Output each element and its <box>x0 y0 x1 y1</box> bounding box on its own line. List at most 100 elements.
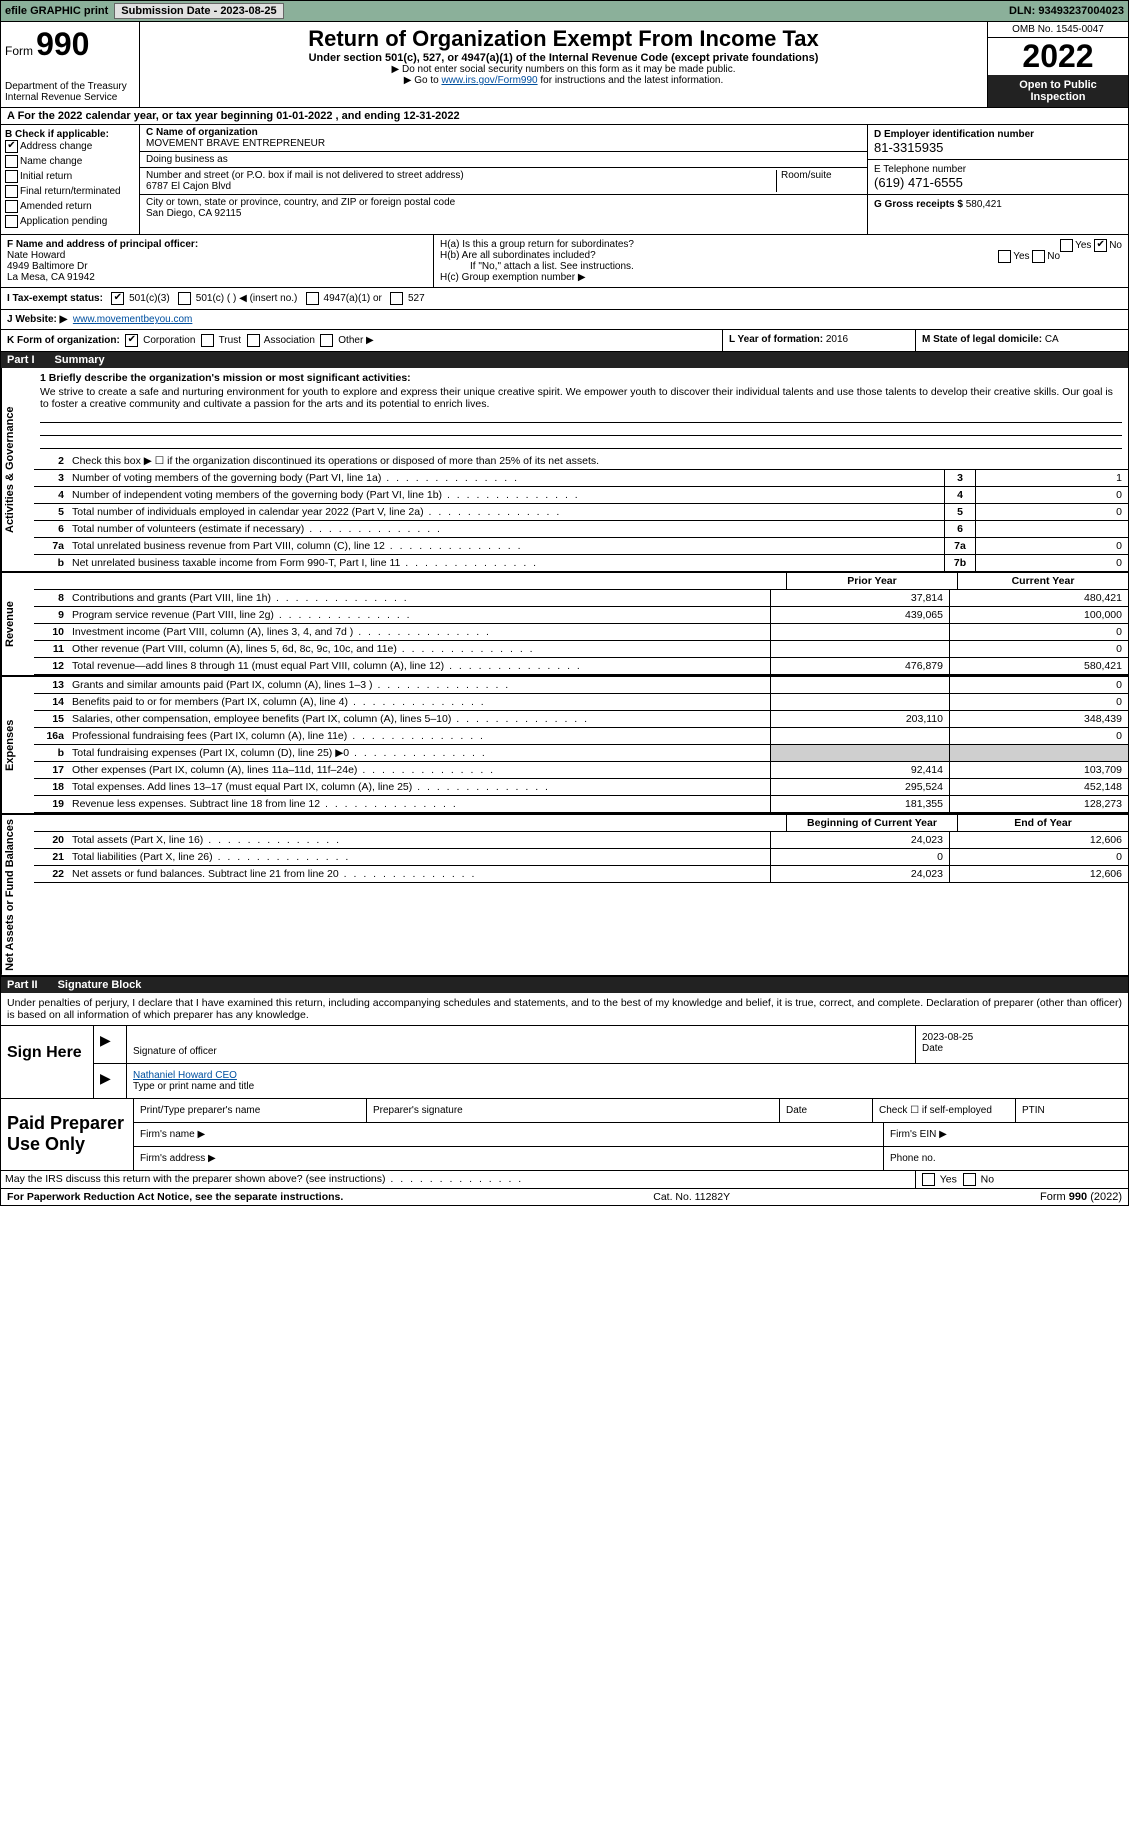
arrow-icon: ▶ <box>100 1032 111 1048</box>
table-row: 16aProfessional fundraising fees (Part I… <box>34 728 1128 745</box>
firm-phone-label: Phone no. <box>884 1147 1128 1170</box>
table-row: 22Net assets or fund balances. Subtract … <box>34 866 1128 883</box>
part1-header: Part I Summary <box>1 352 1128 368</box>
table-row: bTotal fundraising expenses (Part IX, co… <box>34 745 1128 762</box>
form-title: Return of Organization Exempt From Incom… <box>144 26 983 52</box>
prep-name-label: Print/Type preparer's name <box>134 1099 367 1122</box>
l5-val: 0 <box>975 504 1128 520</box>
chk-name-change[interactable]: Name change <box>5 155 135 168</box>
row-a-tax-year: A For the 2022 calendar year, or tax yea… <box>1 108 1128 125</box>
netassets-section: Net Assets or Fund Balances Beginning of… <box>1 815 1128 977</box>
sig-date: 2023-08-25 <box>922 1032 1122 1043</box>
form-number: 990 <box>36 26 89 62</box>
footer-right: Form 990 (2022) <box>1040 1191 1122 1203</box>
side-net: Net Assets or Fund Balances <box>1 815 34 975</box>
sig-officer-label: Signature of officer <box>133 1046 909 1057</box>
gross-label: G Gross receipts $ <box>874 199 963 210</box>
city-label: City or town, state or province, country… <box>146 197 861 208</box>
submission-date-button[interactable]: Submission Date - 2023-08-25 <box>114 3 283 19</box>
chk-application-pending[interactable]: Application pending <box>5 215 135 228</box>
part2-header: Part II Signature Block <box>1 977 1128 993</box>
form-body: Form 990 Department of the Treasury Inte… <box>0 22 1129 1206</box>
form-note2: ▶ Go to www.irs.gov/Form990 for instruct… <box>144 75 983 86</box>
form-word: Form <box>5 44 33 58</box>
prep-date-label: Date <box>780 1099 873 1122</box>
city-value: San Diego, CA 92115 <box>146 208 861 219</box>
room-suite-label: Room/suite <box>776 170 861 192</box>
part2-title: Signature Block <box>58 979 142 991</box>
dba-label: Doing business as <box>146 154 861 165</box>
sig-date-label: Date <box>922 1043 1122 1054</box>
open-inspection: Open to Public Inspection <box>988 75 1128 107</box>
sign-area: Sign Here ▶ Signature of officer 2023-08… <box>1 1026 1128 1099</box>
part2-num: Part II <box>7 979 38 991</box>
box-c: C Name of organization MOVEMENT BRAVE EN… <box>140 125 868 234</box>
box-b-title: B Check if applicable: <box>5 129 135 140</box>
chk-amended-return[interactable]: Amended return <box>5 200 135 213</box>
table-row: 15Salaries, other compensation, employee… <box>34 711 1128 728</box>
officer-name: Nate Howard <box>7 250 427 261</box>
mission-lead: 1 Briefly describe the organization's mi… <box>40 372 1122 384</box>
preparer-title: Paid Preparer Use Only <box>1 1099 134 1170</box>
footer-left: For Paperwork Reduction Act Notice, see … <box>7 1191 343 1203</box>
form-subtitle: Under section 501(c), 527, or 4947(a)(1)… <box>144 52 983 64</box>
l7b-val: 0 <box>975 555 1128 571</box>
l4-val: 0 <box>975 487 1128 503</box>
header-right: OMB No. 1545-0047 2022 Open to Public In… <box>987 22 1128 107</box>
footer-mid: Cat. No. 11282Y <box>653 1191 730 1203</box>
efile-top-bar: efile GRAPHIC print Submission Date - 20… <box>0 0 1129 22</box>
arrow-icon: ▶ <box>100 1070 111 1086</box>
irs-link[interactable]: www.irs.gov/Form990 <box>441 75 537 86</box>
side-exp: Expenses <box>1 677 34 813</box>
org-name-label: C Name of organization <box>146 127 861 138</box>
sig-intro: Under penalties of perjury, I declare th… <box>1 993 1128 1026</box>
ein-label: D Employer identification number <box>874 129 1122 140</box>
table-row: 8Contributions and grants (Part VIII, li… <box>34 590 1128 607</box>
street-label: Number and street (or P.O. box if mail i… <box>146 170 776 181</box>
website-link[interactable]: www.movementbeyou.com <box>73 314 193 325</box>
rev-head: Prior Year Current Year <box>34 573 1128 590</box>
hb-row: H(b) Are all subordinates included? Yes … <box>440 250 1122 261</box>
box-b: B Check if applicable: Address change Na… <box>1 125 140 234</box>
row-j-website: J Website: ▶ www.movementbeyou.com <box>1 310 1128 330</box>
chk-address-change[interactable]: Address change <box>5 140 135 153</box>
phone-label: E Telephone number <box>874 164 1122 175</box>
table-row: 20Total assets (Part X, line 16)24,02312… <box>34 832 1128 849</box>
firm-name-label: Firm's name ▶ <box>134 1123 884 1146</box>
ha-row: H(a) Is this a group return for subordin… <box>440 239 1122 250</box>
table-row: 11Other revenue (Part VIII, column (A), … <box>34 641 1128 658</box>
chk-initial-return[interactable]: Initial return <box>5 170 135 183</box>
table-row: 18Total expenses. Add lines 13–17 (must … <box>34 779 1128 796</box>
dept-label: Department of the Treasury Internal Reve… <box>5 81 135 103</box>
table-row: 14Benefits paid to or for members (Part … <box>34 694 1128 711</box>
footer: For Paperwork Reduction Act Notice, see … <box>1 1189 1128 1205</box>
phone-value: (619) 471-6555 <box>874 175 1122 190</box>
table-row: 13Grants and similar amounts paid (Part … <box>34 677 1128 694</box>
revenue-section: Revenue Prior Year Current Year 8Contrib… <box>1 573 1128 677</box>
table-row: 19Revenue less expenses. Subtract line 1… <box>34 796 1128 813</box>
expenses-section: Expenses 13Grants and similar amounts pa… <box>1 677 1128 815</box>
l3-val: 1 <box>975 470 1128 486</box>
table-row: 17Other expenses (Part IX, column (A), l… <box>34 762 1128 779</box>
l7a-val: 0 <box>975 538 1128 554</box>
section-bcd: B Check if applicable: Address change Na… <box>1 125 1128 235</box>
omb-label: OMB No. 1545-0047 <box>988 22 1128 38</box>
gross-value: 580,421 <box>966 199 1002 210</box>
governance-section: Activities & Governance 1 Briefly descri… <box>1 368 1128 573</box>
l6-val <box>975 521 1128 537</box>
table-row: 21Total liabilities (Part X, line 26)00 <box>34 849 1128 866</box>
part1-title: Summary <box>55 354 105 366</box>
officer-name-link[interactable]: Nathaniel Howard CEO <box>133 1070 237 1081</box>
form-note1: ▶ Do not enter social security numbers o… <box>144 64 983 75</box>
row-i-tax-status: I Tax-exempt status: 501(c)(3) 501(c) ( … <box>1 288 1128 310</box>
prep-sig-label: Preparer's signature <box>367 1099 780 1122</box>
prep-ptin: PTIN <box>1016 1099 1128 1122</box>
firm-ein-label: Firm's EIN ▶ <box>884 1123 1128 1146</box>
table-row: 10Investment income (Part VIII, column (… <box>34 624 1128 641</box>
section-fh: F Name and address of principal officer:… <box>1 235 1128 288</box>
chk-final-return[interactable]: Final return/terminated <box>5 185 135 198</box>
box-d: D Employer identification number 81-3315… <box>868 125 1128 234</box>
form-header: Form 990 Department of the Treasury Inte… <box>1 22 1128 108</box>
mission-text: We strive to create a safe and nurturing… <box>40 386 1122 410</box>
org-name: MOVEMENT BRAVE ENTREPRENEUR <box>146 138 861 149</box>
